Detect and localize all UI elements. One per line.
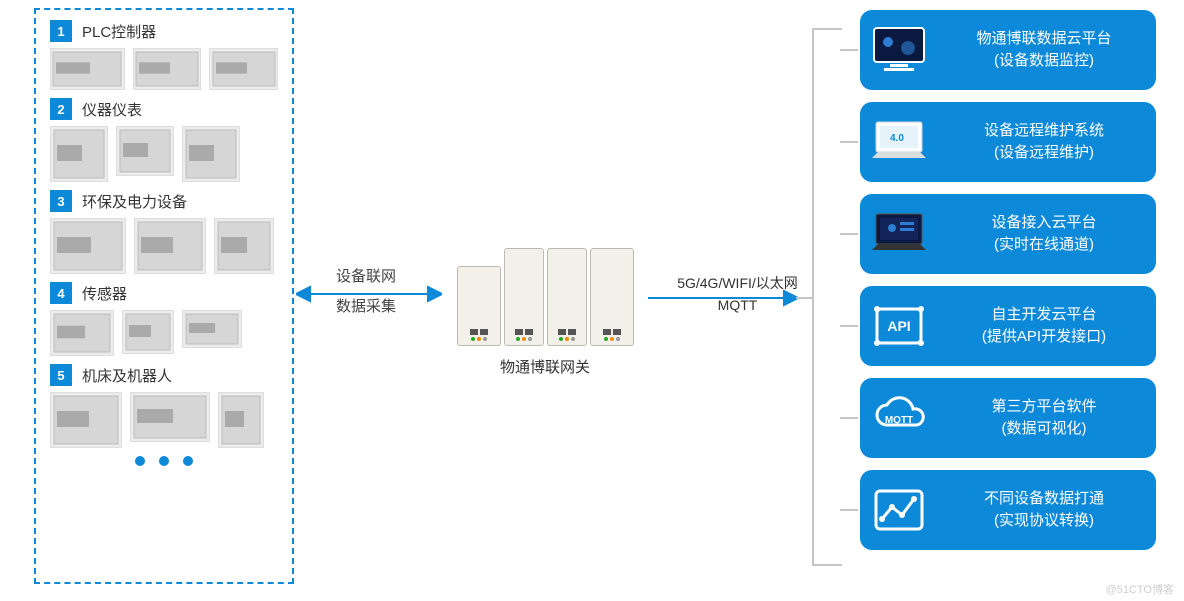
gateway-device [457, 266, 501, 346]
platform-item: API 自主开发云平台(提供API开发接口) [860, 286, 1156, 366]
platform-text: 自主开发云平台(提供API开发接口) [942, 304, 1146, 348]
platform-item: 不同设备数据打通(实现协议转换) [860, 470, 1156, 550]
device-thumb [50, 126, 108, 182]
proto-line1: 5G/4G/WIFI/以太网 [670, 272, 805, 294]
group-number: 3 [50, 190, 72, 212]
device-group: 5 机床及机器人 [50, 364, 278, 448]
device-group: 2 仪器仪表 [50, 98, 278, 182]
gateway-block: 物通博联网关 [440, 248, 650, 377]
platform-text: 第三方平台软件(数据可视化) [942, 396, 1146, 440]
device-thumb [134, 218, 206, 274]
platform-list: 物通博联数据云平台(设备数据监控) 4.0 设备远程维护系统(设备远程维护) 设备接入… [860, 10, 1156, 550]
platform-item: 设备接入云平台(实时在线通道) [860, 194, 1156, 274]
device-thumb [133, 48, 202, 90]
bracket-conn [840, 509, 858, 511]
svg-text:4.0: 4.0 [890, 133, 904, 144]
pagination-dots [50, 456, 278, 466]
platform-text: 设备远程维护系统(设备远程维护) [942, 120, 1146, 164]
gateway-label: 物通博联网关 [440, 356, 650, 377]
bracket [812, 28, 842, 566]
platform-item: 4.0 设备远程维护系统(设备远程维护) [860, 102, 1156, 182]
protocol-label: 5G/4G/WIFI/以太网 MQTT [670, 272, 805, 316]
platform-text: 设备接入云平台(实时在线通道) [942, 212, 1146, 256]
group-number: 5 [50, 364, 72, 386]
device-thumb [122, 310, 174, 354]
platform-item: 物通博联数据云平台(设备数据监控) [860, 10, 1156, 90]
chart-icon [866, 480, 932, 540]
platform-text: 物通博联数据云平台(设备数据监控) [942, 28, 1146, 72]
group-number: 4 [50, 282, 72, 304]
group-number: 2 [50, 98, 72, 120]
watermark: @51CTO博客 [1106, 581, 1174, 597]
device-thumb [214, 218, 274, 274]
device-group: 1 PLC控制器 [50, 20, 278, 90]
device-thumb [218, 392, 264, 448]
device-thumb [50, 310, 114, 356]
laptop2-icon [866, 204, 932, 264]
device-thumb [116, 126, 174, 176]
device-group: 3 环保及电力设备 [50, 190, 278, 274]
device-thumb [50, 218, 126, 274]
gateway-device [590, 248, 634, 346]
device-thumb [182, 126, 240, 182]
gateway-device [547, 248, 587, 346]
laptop-icon: 4.0 [866, 112, 932, 172]
monitor-icon [866, 20, 932, 80]
bracket-conn [840, 49, 858, 51]
bracket-conn [840, 233, 858, 235]
device-thumb [209, 48, 278, 90]
svg-text:MQTT: MQTT [885, 415, 913, 426]
bracket-stub [796, 297, 812, 299]
bracket-conn [840, 141, 858, 143]
dot [183, 456, 193, 466]
device-thumb [50, 392, 122, 448]
device-categories-panel: 1 PLC控制器 2 仪器仪表 3 环保及电力设备 4 传感器 5 机床及机器人 [34, 8, 294, 584]
platform-item: MQTT 第三方平台软件(数据可视化) [860, 378, 1156, 458]
group-title: 机床及机器人 [82, 365, 172, 386]
group-title: 传感器 [82, 283, 127, 304]
bracket-conn [840, 325, 858, 327]
api-icon: API [866, 296, 932, 356]
dot [135, 456, 145, 466]
mqtt-icon: MQTT [866, 388, 932, 448]
proto-line2: MQTT [670, 294, 805, 316]
group-title: 环保及电力设备 [82, 191, 187, 212]
dot [159, 456, 169, 466]
bracket-conn [840, 417, 858, 419]
device-group: 4 传感器 [50, 282, 278, 356]
svg-text:API: API [887, 318, 910, 334]
device-thumb [50, 48, 125, 90]
group-number: 1 [50, 20, 72, 42]
device-thumb [130, 392, 210, 442]
double-arrow-left [296, 280, 442, 308]
device-thumb [182, 310, 242, 348]
group-title: 仪器仪表 [82, 99, 142, 120]
gateway-device [504, 248, 544, 346]
group-title: PLC控制器 [82, 21, 156, 42]
platform-text: 不同设备数据打通(实现协议转换) [942, 488, 1146, 532]
